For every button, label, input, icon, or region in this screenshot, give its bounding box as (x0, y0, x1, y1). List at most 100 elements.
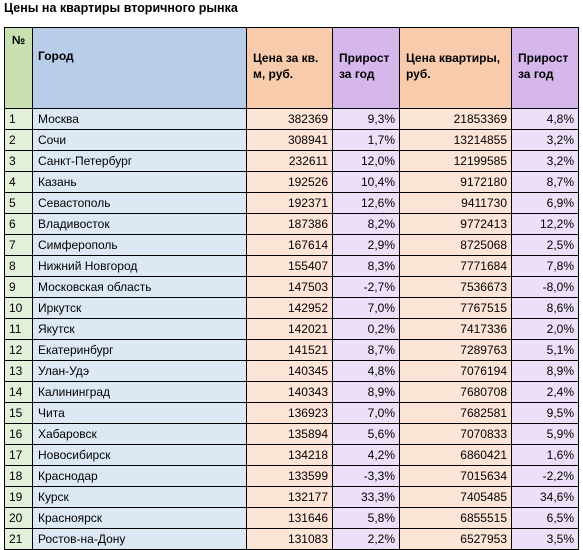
growth-sqm: 8,2% (332, 213, 400, 235)
flat-price: 12199585 (399, 150, 512, 172)
header-growth-sqm: Прирост за год (332, 27, 400, 109)
growth-flat: -2,2% (511, 465, 579, 487)
city-name: Краснодар (32, 465, 247, 487)
growth-sqm: 4,8% (332, 360, 400, 382)
price-per-sqm: 132177 (246, 486, 333, 508)
row-number: 9 (4, 276, 33, 298)
growth-flat: 5,1% (511, 339, 579, 361)
row-number: 14 (4, 381, 33, 403)
price-per-sqm: 140343 (246, 381, 333, 403)
growth-sqm: 8,9% (332, 381, 400, 403)
growth-flat: 3,2% (511, 129, 579, 151)
flat-price: 7015634 (399, 465, 512, 487)
header-city: Город (32, 27, 247, 109)
price-per-sqm: 136923 (246, 402, 333, 424)
growth-flat: 12,2% (511, 213, 579, 235)
table-row: 11 Якутск 142021 0,2% 7417336 2,0% (4, 318, 579, 340)
price-per-sqm: 155407 (246, 255, 333, 277)
price-per-sqm: 187386 (246, 213, 333, 235)
city-name: Хабаровск (32, 423, 247, 445)
price-per-sqm: 147503 (246, 276, 333, 298)
growth-flat: 2,0% (511, 318, 579, 340)
table-row: 4 Казань 192526 10,4% 9172180 8,7% (4, 171, 579, 193)
row-number: 18 (4, 465, 33, 487)
flat-price: 6860421 (399, 444, 512, 466)
growth-sqm: 12,0% (332, 150, 400, 172)
growth-flat: 1,6% (511, 444, 579, 466)
flat-price: 8725068 (399, 234, 512, 256)
flat-price: 9411730 (399, 192, 512, 214)
table-row: 2 Сочи 308941 1,7% 13214855 3,2% (4, 129, 579, 151)
header-price-sqm: Цена за кв. м, руб. (246, 27, 333, 109)
city-name: Нижний Новгород (32, 255, 247, 277)
price-per-sqm: 134218 (246, 444, 333, 466)
city-name: Екатеринбург (32, 339, 247, 361)
row-number: 21 (4, 528, 33, 550)
flat-price: 7767515 (399, 297, 512, 319)
growth-sqm: 5,6% (332, 423, 400, 445)
growth-sqm: -2,7% (332, 276, 400, 298)
growth-flat: 8,6% (511, 297, 579, 319)
flat-price: 21853369 (399, 108, 512, 130)
flat-price: 7070833 (399, 423, 512, 445)
table-row: 13 Улан-Удэ 140345 4,8% 7076194 8,9% (4, 360, 579, 382)
row-number: 12 (4, 339, 33, 361)
page-title: Цены на квартиры вторичного рынка (4, 1, 238, 15)
growth-sqm: 12,6% (332, 192, 400, 214)
header-price-flat: Цена квартиры, руб. (399, 27, 512, 109)
city-name: Севастополь (32, 192, 247, 214)
table-row: 14 Калининград 140343 8,9% 7680708 2,4% (4, 381, 579, 403)
flat-price: 13214855 (399, 129, 512, 151)
price-per-sqm: 382369 (246, 108, 333, 130)
city-name: Курск (32, 486, 247, 508)
header-num: № (4, 27, 33, 109)
growth-sqm: 4,2% (332, 444, 400, 466)
table-row: 21 Ростов-на-Дону 131083 2,2% 6527953 3,5% (4, 528, 579, 550)
row-number: 7 (4, 234, 33, 256)
growth-sqm: 8,7% (332, 339, 400, 361)
growth-sqm: 7,0% (332, 402, 400, 424)
city-name: Иркутск (32, 297, 247, 319)
table-row: 12 Екатеринбург 141521 8,7% 7289763 5,1% (4, 339, 579, 361)
growth-sqm: 33,3% (332, 486, 400, 508)
growth-flat: -8,0% (511, 276, 579, 298)
city-name: Казань (32, 171, 247, 193)
flat-price: 7405485 (399, 486, 512, 508)
price-per-sqm: 192526 (246, 171, 333, 193)
growth-sqm: 0,2% (332, 318, 400, 340)
table-row: 1 Москва 382369 9,3% 21853369 4,8% (4, 108, 579, 130)
flat-price: 7289763 (399, 339, 512, 361)
row-number: 10 (4, 297, 33, 319)
growth-sqm: 5,8% (332, 507, 400, 529)
growth-sqm: 2,9% (332, 234, 400, 256)
price-per-sqm: 308941 (246, 129, 333, 151)
header-row: № Город Цена за кв. м, руб. Прирост за г… (4, 27, 579, 109)
growth-sqm: 2,2% (332, 528, 400, 550)
growth-flat: 34,6% (511, 486, 579, 508)
growth-flat: 2,5% (511, 234, 579, 256)
flat-price: 6855515 (399, 507, 512, 529)
flat-price: 6527953 (399, 528, 512, 550)
row-number: 6 (4, 213, 33, 235)
table-row: 9 Московская область 147503 -2,7% 7536673 -8,… (4, 276, 579, 298)
growth-sqm: 9,3% (332, 108, 400, 130)
growth-sqm: 7,0% (332, 297, 400, 319)
city-name: Красноярск (32, 507, 247, 529)
row-number: 5 (4, 192, 33, 214)
table-row: 5 Севастополь 192371 12,6% 9411730 6,9% (4, 192, 579, 214)
price-per-sqm: 232611 (246, 150, 333, 172)
price-per-sqm: 192371 (246, 192, 333, 214)
price-per-sqm: 131646 (246, 507, 333, 529)
flat-price: 7682581 (399, 402, 512, 424)
table-row: 10 Иркутск 142952 7,0% 7767515 8,6% (4, 297, 579, 319)
row-number: 3 (4, 150, 33, 172)
growth-flat: 7,8% (511, 255, 579, 277)
row-number: 1 (4, 108, 33, 130)
price-per-sqm: 131083 (246, 528, 333, 550)
flat-price: 7771684 (399, 255, 512, 277)
table-row: 8 Нижний Новгород 155407 8,3% 7771684 7,8% (4, 255, 579, 277)
price-per-sqm: 142952 (246, 297, 333, 319)
table-row: 15 Чита 136923 7,0% 7682581 9,5% (4, 402, 579, 424)
row-number: 8 (4, 255, 33, 277)
price-per-sqm: 133599 (246, 465, 333, 487)
